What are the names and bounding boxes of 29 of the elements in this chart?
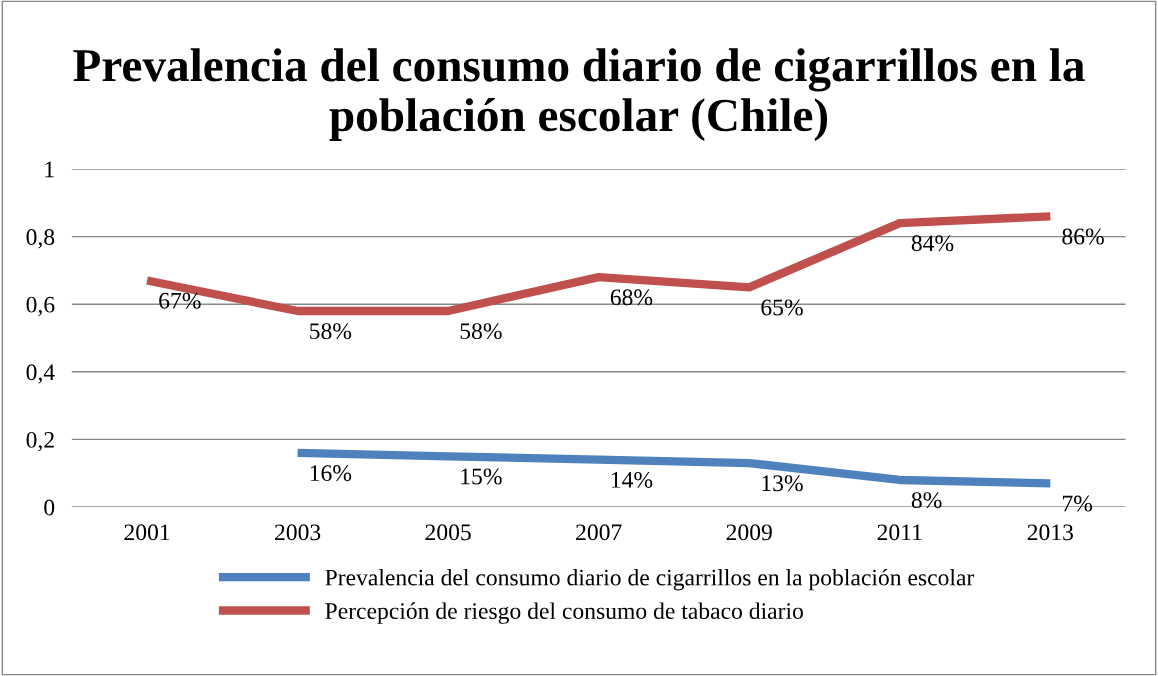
legend-label: Prevalencia del consumo diario de cigarrillos en la población escolar: [325, 568, 975, 591]
data-label: 15%: [461, 468, 502, 485]
y-tick-label: 0,2: [26, 431, 54, 452]
data-label: 58%: [460, 323, 502, 340]
y-tick-label: 0,4: [26, 364, 55, 384]
data-label: 68%: [610, 289, 653, 306]
data-label: 65%: [761, 299, 803, 316]
y-tick-label: 0,6: [26, 296, 55, 317]
y-tick-label: 0: [44, 499, 55, 516]
legend-label: Percepción de riesgo del consumo de tabaco diario: [325, 602, 803, 624]
data-label: 16%: [310, 465, 352, 482]
data-label: 14%: [611, 471, 653, 488]
x-tick-label: 2007: [576, 524, 622, 541]
data-label: 8%: [911, 492, 942, 509]
x-tick-label: 2001: [124, 524, 170, 541]
y-tick-label: 0,8: [26, 229, 55, 249]
x-tick-label: 2011: [877, 524, 922, 541]
data-label: 86%: [1062, 228, 1104, 245]
data-label: 7%: [1062, 495, 1093, 512]
x-tick-label: 2009: [726, 524, 772, 541]
x-tick-label: 2005: [425, 524, 471, 541]
x-tick-label: 2003: [275, 524, 321, 541]
data-label: 84%: [911, 235, 954, 252]
data-label: 13%: [762, 475, 803, 492]
x-tick-label: 2013: [1027, 524, 1073, 541]
chart-title: Prevalencia del consumo diario de cigarrillos en la población escolar (Chile): [73, 48, 1085, 141]
data-label: 58%: [310, 323, 352, 340]
data-label: 67%: [159, 292, 201, 309]
y-tick-label: 1: [45, 161, 54, 178]
